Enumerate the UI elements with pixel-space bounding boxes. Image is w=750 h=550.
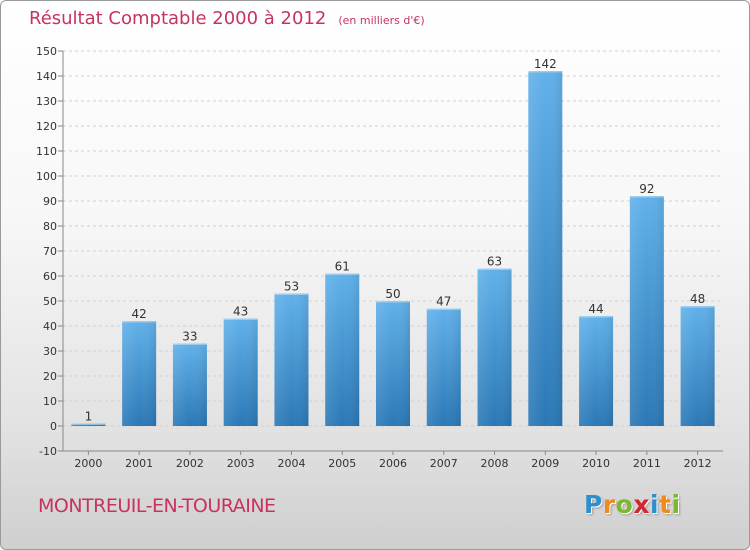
y-tick-label: 110 (36, 145, 57, 158)
y-tick-label: 60 (43, 270, 57, 283)
bar-highlight (223, 318, 258, 320)
bar-highlight (274, 293, 309, 295)
y-tick-label: 140 (36, 70, 57, 83)
x-tick-label: 2007 (430, 457, 458, 470)
bars (71, 71, 715, 426)
y-tick-label: 150 (36, 45, 57, 58)
y-tick-label: 130 (36, 95, 57, 108)
y-tick-label: 100 (36, 170, 57, 183)
y-tick-label: 120 (36, 120, 57, 133)
data-label: 48 (690, 292, 705, 306)
logo-letter: i (671, 490, 681, 519)
y-tick-label: 50 (43, 295, 57, 308)
y-tick-label: 20 (43, 370, 57, 383)
x-tick-label: 2012 (684, 457, 712, 470)
data-label: 61 (335, 260, 350, 274)
logo-letter: r (602, 490, 616, 519)
bar-highlight (172, 343, 207, 345)
bar-highlight (629, 196, 664, 198)
logo-letter: i (650, 490, 660, 519)
data-label: 42 (132, 307, 147, 321)
bar-shine (325, 273, 360, 426)
place-name: MONTREUIL-EN-TOURAINE (38, 495, 276, 517)
logo-letter: P (584, 490, 603, 519)
logo-letter: t (659, 490, 672, 519)
data-label: 33 (182, 330, 197, 344)
bar-shine (71, 423, 106, 426)
logo-letter: x (633, 490, 650, 519)
tick-labels: -100102030405060708090100110120130140150… (36, 45, 712, 470)
bar-shine (426, 308, 461, 426)
bar-highlight (477, 268, 512, 270)
data-label: 92 (639, 182, 654, 196)
bar-shine (376, 301, 410, 426)
x-tick-label: 2008 (481, 457, 509, 470)
title-text: Résultat Comptable 2000 à 2012 (29, 8, 327, 29)
x-tick-label: 2005 (328, 457, 356, 470)
data-label: 50 (385, 287, 400, 301)
x-tick-label: 2003 (227, 457, 255, 470)
chart-subtitle: (en milliers d'€) (338, 14, 425, 27)
x-tick-label: 2004 (277, 457, 305, 470)
bar-shine (528, 71, 563, 426)
bar-shine (477, 268, 512, 426)
logo-letter: o (615, 490, 634, 519)
data-label: 47 (436, 295, 451, 309)
bar-highlight (426, 308, 461, 310)
bar-shine (629, 196, 664, 426)
x-tick-label: 2001 (125, 457, 153, 470)
chart-title: Résultat Comptable 2000 à 2012 (en millie… (29, 8, 425, 29)
axes (58, 50, 723, 455)
data-label: 53 (284, 280, 299, 294)
y-tick-label: 30 (43, 345, 57, 358)
bar-shine (122, 321, 157, 426)
data-label: 43 (233, 305, 248, 319)
bar-shine (579, 316, 614, 426)
y-tick-label: 80 (43, 220, 57, 233)
x-tick-label: 2010 (582, 457, 610, 470)
data-label: 63 (487, 255, 502, 269)
bar-highlight (325, 273, 360, 275)
x-tick-label: 2006 (379, 457, 407, 470)
bar-shine (680, 306, 715, 426)
proxiti-logo[interactable]: Proxiti (584, 490, 681, 519)
data-label: 1 (85, 410, 93, 424)
y-tick-label: 10 (43, 395, 57, 408)
y-tick-label: 90 (43, 195, 57, 208)
y-tick-label: -10 (39, 445, 57, 458)
bar-highlight (71, 423, 106, 425)
y-tick-label: 40 (43, 320, 57, 333)
x-tick-label: 2002 (176, 457, 204, 470)
data-label: 44 (588, 302, 603, 316)
x-tick-label: 2000 (74, 457, 102, 470)
bar-shine (172, 343, 207, 426)
bar-highlight (376, 301, 410, 303)
data-label: 142 (534, 57, 557, 71)
y-tick-label: 70 (43, 245, 57, 258)
bar-shine (223, 318, 258, 426)
bar-shine (274, 293, 309, 426)
x-tick-label: 2009 (531, 457, 559, 470)
bar-highlight (579, 316, 614, 318)
x-tick-label: 2011 (633, 457, 661, 470)
bar-highlight (528, 71, 563, 73)
bar-highlight (122, 321, 157, 323)
y-tick-label: 0 (50, 420, 57, 433)
bar-highlight (680, 306, 715, 308)
